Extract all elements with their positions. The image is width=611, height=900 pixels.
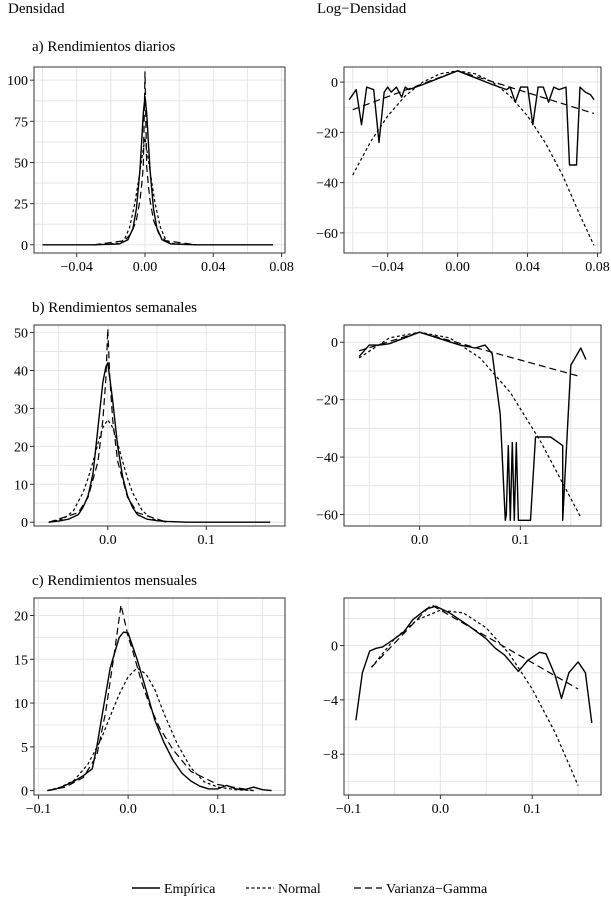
y-tick-label: 40 bbox=[14, 365, 28, 380]
x-tick-label: 0.04 bbox=[515, 260, 540, 275]
y-tick-label: −20 bbox=[316, 394, 338, 409]
legend-label-empirica: Empírica bbox=[164, 882, 216, 897]
y-tick-label: 100 bbox=[7, 74, 28, 89]
series-line-empirica bbox=[358, 331, 587, 521]
x-tick-label: 0.0 bbox=[99, 533, 117, 548]
x-tick-label: −0.1 bbox=[26, 802, 51, 817]
y-tick-label: 10 bbox=[14, 478, 28, 493]
legend: Empírica Normal Varianza−Gamma bbox=[132, 882, 488, 897]
series-line-normal bbox=[352, 70, 595, 246]
series-group bbox=[47, 604, 272, 792]
y-tick-label: 0 bbox=[21, 239, 28, 254]
panel-b-logdensity: 0.0 0.1 0 −20 −40 −60 bbox=[316, 324, 602, 548]
row-title-monthly: c) Rendimientos mensuales bbox=[32, 573, 197, 589]
x-tick-label: 0.1 bbox=[209, 802, 227, 817]
y-tick-label: 0 bbox=[331, 336, 338, 351]
y-tick-label: −20 bbox=[316, 126, 338, 141]
y-tick-label: 20 bbox=[14, 610, 28, 625]
y-tick-label: 0 bbox=[331, 76, 338, 91]
panel-c-logdensity: −0.1 0.0 0.1 0 −4 −8 bbox=[323, 597, 602, 817]
y-tick-label: 20 bbox=[14, 440, 28, 455]
plot-border bbox=[343, 324, 602, 527]
panel-b-density: 0.0 0.1 0 10 20 30 40 50 bbox=[14, 324, 286, 548]
plot-border bbox=[343, 66, 602, 254]
series-line-empirica bbox=[355, 605, 593, 724]
x-tick-label: −0.1 bbox=[336, 802, 361, 817]
y-tick-label: 0 bbox=[331, 640, 338, 655]
x-tick-label: 0.00 bbox=[445, 260, 470, 275]
series-group bbox=[348, 70, 595, 246]
series-line-empirica bbox=[348, 70, 595, 166]
y-tick-label: −8 bbox=[323, 748, 338, 763]
x-tick-label: 0.08 bbox=[585, 260, 610, 275]
x-tick-label: 0.08 bbox=[269, 260, 294, 275]
series-line-normal bbox=[47, 667, 254, 792]
x-tick-label: 0.1 bbox=[198, 533, 216, 548]
x-tick-label: 0.1 bbox=[523, 802, 541, 817]
series-group bbox=[358, 331, 587, 521]
x-tick-label: −0.04 bbox=[60, 260, 92, 275]
y-tick-label: 0 bbox=[21, 516, 28, 531]
series-line-varianza-gamma bbox=[47, 604, 254, 792]
row-title-daily: a) Rendimientos diarios bbox=[32, 39, 175, 55]
series-line-normal bbox=[371, 609, 579, 786]
series-line-varianza-gamma bbox=[48, 328, 168, 523]
series-line-varianza-gamma bbox=[352, 70, 595, 115]
column-title-log-density: Log−Densidad bbox=[317, 1, 407, 17]
legend-label-normal: Normal bbox=[278, 882, 321, 897]
series-group bbox=[355, 604, 593, 786]
y-tick-label: 30 bbox=[14, 402, 28, 417]
y-tick-label: 5 bbox=[21, 741, 28, 756]
series-line-normal bbox=[358, 331, 582, 518]
y-tick-label: 75 bbox=[14, 115, 28, 130]
plot-border bbox=[33, 597, 286, 796]
y-tick-label: 50 bbox=[14, 156, 28, 171]
y-tick-label: −40 bbox=[316, 451, 338, 466]
y-tick-label: −60 bbox=[316, 227, 338, 242]
panel-a-logdensity: −0.04 0.00 0.04 0.08 0 −20 −40 −60 bbox=[316, 66, 610, 275]
y-tick-label: 15 bbox=[14, 653, 28, 668]
plot-border bbox=[33, 324, 286, 527]
y-tick-label: 50 bbox=[14, 327, 28, 342]
row-title-weekly: b) Rendimientos semanales bbox=[32, 300, 197, 316]
series-line-varianza-gamma bbox=[371, 604, 579, 690]
x-tick-label: 0.0 bbox=[411, 533, 429, 548]
x-tick-label: 0.00 bbox=[133, 260, 158, 275]
column-title-density: Densidad bbox=[8, 1, 65, 17]
series-line-normal bbox=[48, 419, 168, 523]
y-tick-label: −40 bbox=[316, 177, 338, 192]
series-line-varianza-gamma bbox=[93, 71, 197, 246]
series-line-empirica bbox=[48, 362, 271, 523]
y-tick-label: 10 bbox=[14, 697, 28, 712]
y-tick-label: −4 bbox=[323, 694, 338, 709]
x-tick-label: 0.0 bbox=[432, 802, 450, 817]
panel-c-density: −0.1 0.0 0.1 0 5 10 15 20 bbox=[14, 597, 286, 817]
plot-border bbox=[33, 66, 286, 254]
x-tick-label: 0.04 bbox=[201, 260, 226, 275]
y-tick-label: −60 bbox=[316, 509, 338, 524]
y-tick-label: 25 bbox=[14, 198, 28, 213]
x-tick-label: 0.0 bbox=[119, 802, 137, 817]
legend-label-varianza-gamma: Varianza−Gamma bbox=[386, 882, 488, 897]
x-tick-label: 0.1 bbox=[512, 533, 530, 548]
plot-border bbox=[343, 597, 602, 796]
series-group bbox=[48, 328, 271, 523]
x-tick-label: −0.04 bbox=[372, 260, 404, 275]
y-tick-label: 0 bbox=[21, 785, 28, 800]
panel-a-density: −0.04 0.00 0.04 0.08 0 25 50 75 100 bbox=[7, 66, 294, 275]
series-group bbox=[42, 71, 273, 246]
series-line-empirica bbox=[47, 631, 272, 792]
